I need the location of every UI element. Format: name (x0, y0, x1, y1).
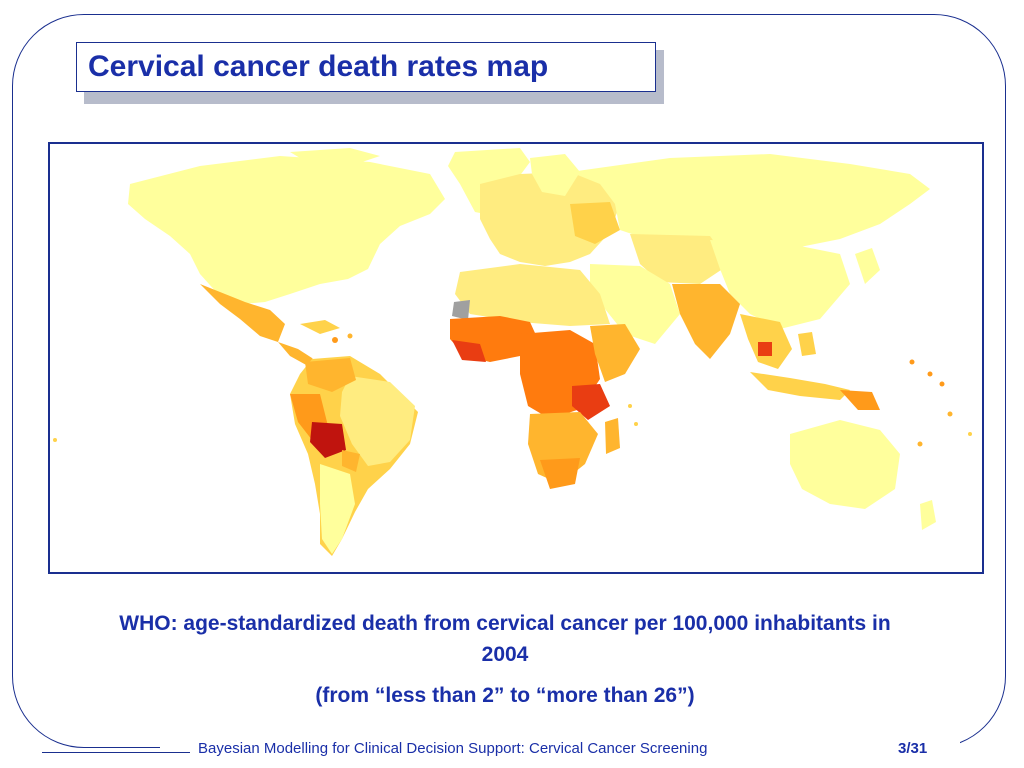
region-madagascar (605, 418, 620, 454)
island-marker (347, 333, 353, 339)
island-marker (332, 337, 338, 343)
island-marker (634, 422, 638, 426)
island-marker (947, 411, 953, 417)
region-new-zealand (920, 500, 936, 530)
region-southeast-asia (740, 314, 792, 369)
island-marker (909, 359, 915, 365)
region-bolivia (310, 422, 346, 458)
region-arctic-islands (290, 148, 380, 166)
map-caption: WHO: age-standardized death from cervica… (119, 612, 891, 666)
region-caribbean (300, 320, 340, 334)
region-western-sahara (452, 300, 470, 320)
world-map-svg (53, 148, 972, 556)
region-philippines (798, 332, 816, 356)
region-east-africa (590, 324, 640, 382)
footer-title: Bayesian Modelling for Clinical Decision… (198, 740, 708, 757)
region-south-asia (672, 284, 740, 359)
region-scandinavia (530, 154, 580, 196)
region-mexico (200, 284, 285, 342)
title-box: Cervical cancer death rates map (76, 42, 656, 92)
island-marker (927, 371, 933, 377)
region-north-africa (455, 264, 610, 326)
island-marker (917, 441, 923, 447)
region-brazil (340, 376, 415, 466)
island-marker (968, 432, 972, 436)
region-cambodia (758, 342, 772, 356)
region-china (710, 240, 850, 329)
region-europe (480, 172, 620, 266)
island-marker (53, 438, 57, 442)
world-map (48, 142, 984, 574)
region-middle-east (590, 264, 680, 344)
region-japan (855, 248, 880, 284)
region-south-africa (540, 458, 580, 489)
slide-title: Cervical cancer death rates map (88, 50, 549, 83)
region-colombia-venezuela (305, 358, 356, 392)
region-eastern-europe (570, 202, 620, 244)
island-marker (939, 381, 945, 387)
island-marker (628, 404, 632, 408)
region-central-asia (630, 234, 730, 284)
page-number: 3/31 (898, 740, 928, 757)
region-papua (840, 390, 880, 410)
region-paraguay (342, 450, 360, 472)
region-north-america (128, 156, 445, 304)
map-caption-range: (from “less than 2” to “more than 26”) (315, 684, 695, 707)
region-southern-cone (320, 464, 355, 554)
region-guinea-coast (452, 340, 486, 362)
region-australia (790, 420, 900, 509)
region-central-america (278, 342, 320, 368)
footer-divider (42, 752, 190, 753)
region-tanzania (572, 384, 610, 420)
region-russia (570, 154, 930, 252)
footer-background (160, 738, 960, 768)
region-indonesia (750, 372, 850, 400)
